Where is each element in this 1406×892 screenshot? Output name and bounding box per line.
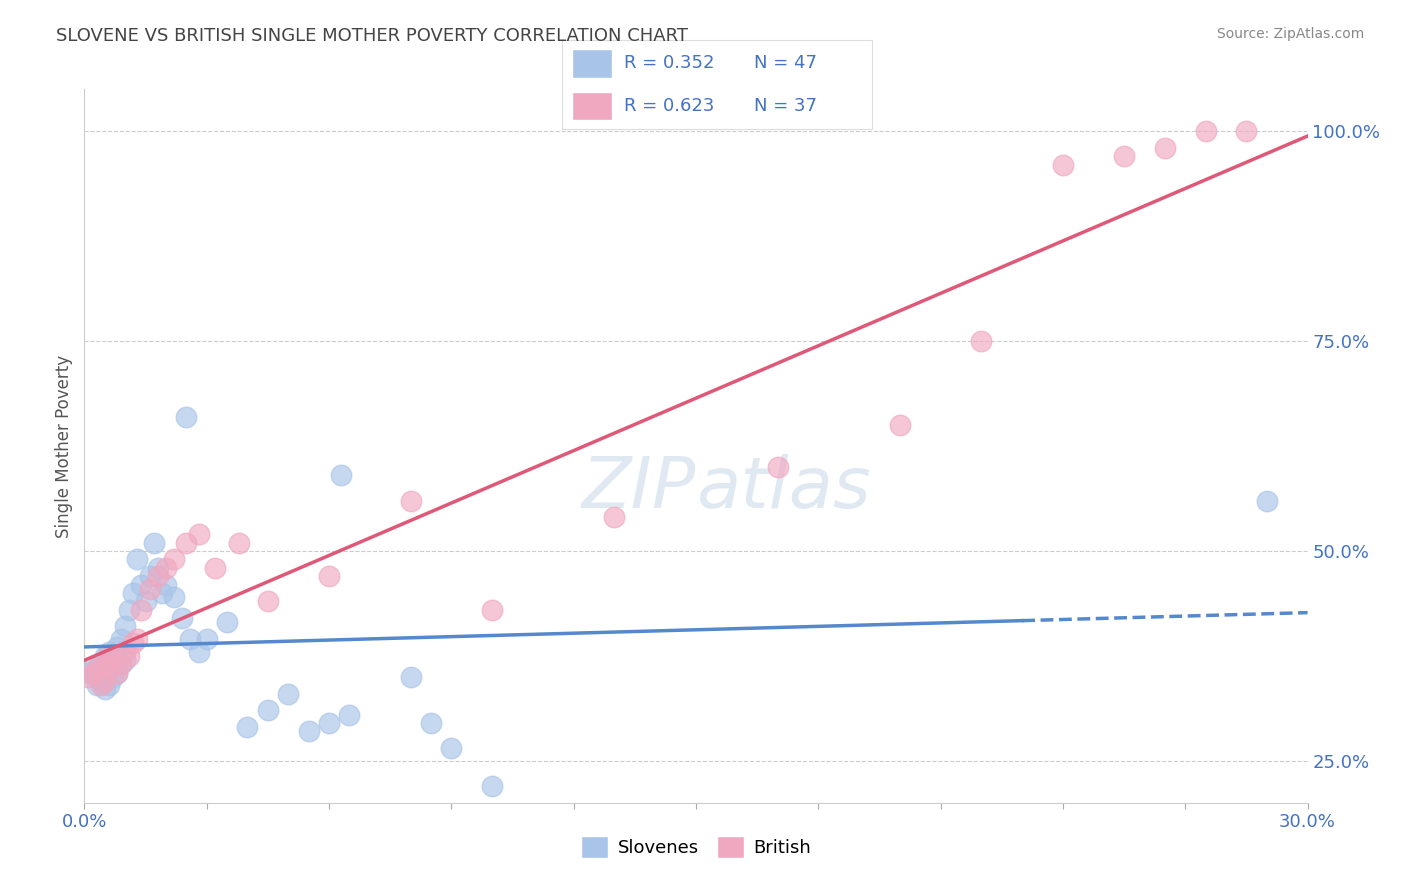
Point bbox=[1052, 158, 1074, 172]
Point bbox=[187, 527, 209, 541]
Point bbox=[82, 665, 104, 680]
Point bbox=[146, 560, 169, 574]
Point bbox=[155, 577, 177, 591]
Point bbox=[257, 594, 280, 608]
Point bbox=[114, 653, 136, 667]
Point bbox=[399, 670, 422, 684]
Text: N = 37: N = 37 bbox=[754, 97, 817, 115]
Point bbox=[97, 648, 120, 663]
Point bbox=[318, 569, 340, 583]
Text: R = 0.352: R = 0.352 bbox=[624, 54, 714, 72]
Text: SLOVENE VS BRITISH SINGLE MOTHER POVERTY CORRELATION CHART: SLOVENE VS BRITISH SINGLE MOTHER POVERTY… bbox=[56, 27, 689, 45]
Point bbox=[101, 653, 124, 667]
Point bbox=[138, 582, 160, 596]
Point bbox=[105, 665, 128, 680]
Point bbox=[97, 661, 120, 675]
Point bbox=[127, 552, 149, 566]
Point bbox=[603, 510, 626, 524]
Point bbox=[114, 645, 136, 659]
Point bbox=[1154, 141, 1177, 155]
Point bbox=[481, 603, 503, 617]
Point bbox=[204, 560, 226, 574]
Point bbox=[889, 417, 911, 432]
Point bbox=[82, 661, 104, 675]
Point bbox=[142, 535, 165, 549]
Point bbox=[1114, 149, 1136, 163]
Point bbox=[131, 603, 153, 617]
Point bbox=[105, 640, 128, 655]
Point bbox=[172, 611, 194, 625]
Point bbox=[101, 670, 124, 684]
Point bbox=[138, 569, 160, 583]
Point bbox=[110, 657, 132, 672]
Point bbox=[217, 615, 239, 630]
Text: Source: ZipAtlas.com: Source: ZipAtlas.com bbox=[1216, 27, 1364, 41]
Point bbox=[766, 460, 789, 475]
Point bbox=[318, 716, 340, 731]
Point bbox=[257, 703, 280, 717]
Point bbox=[277, 687, 299, 701]
Point bbox=[90, 674, 112, 689]
Point bbox=[1256, 493, 1278, 508]
Point bbox=[90, 657, 112, 672]
Point bbox=[93, 674, 115, 689]
Point bbox=[97, 645, 120, 659]
Point bbox=[105, 665, 128, 680]
Point bbox=[187, 645, 209, 659]
Point bbox=[163, 552, 186, 566]
Point bbox=[174, 409, 197, 424]
Point bbox=[101, 648, 124, 663]
Point bbox=[298, 724, 321, 739]
Point bbox=[155, 560, 177, 574]
Text: N = 47: N = 47 bbox=[754, 54, 817, 72]
Point bbox=[131, 577, 153, 591]
Text: atlas: atlas bbox=[696, 454, 870, 524]
Point bbox=[93, 657, 115, 672]
Text: ZIP: ZIP bbox=[582, 454, 696, 524]
Point bbox=[481, 779, 503, 793]
Point bbox=[86, 670, 108, 684]
Y-axis label: Single Mother Poverty: Single Mother Poverty bbox=[55, 354, 73, 538]
Point bbox=[118, 603, 141, 617]
Point bbox=[122, 586, 145, 600]
Legend: Slovenes, British: Slovenes, British bbox=[574, 829, 818, 865]
Point bbox=[150, 586, 173, 600]
Point bbox=[122, 636, 145, 650]
Point bbox=[97, 661, 120, 675]
Point bbox=[330, 468, 353, 483]
Point bbox=[339, 707, 361, 722]
Point bbox=[110, 632, 132, 646]
Point bbox=[399, 493, 422, 508]
Point bbox=[440, 741, 463, 756]
FancyBboxPatch shape bbox=[572, 92, 612, 120]
Point bbox=[163, 590, 186, 604]
Point bbox=[420, 716, 443, 731]
Point bbox=[93, 648, 115, 663]
Point bbox=[86, 678, 108, 692]
Point bbox=[1236, 124, 1258, 138]
Point bbox=[146, 569, 169, 583]
Point bbox=[86, 661, 108, 675]
Point bbox=[93, 682, 115, 697]
Point bbox=[179, 632, 201, 646]
Point bbox=[77, 665, 100, 680]
Point bbox=[90, 678, 112, 692]
Point bbox=[127, 632, 149, 646]
Point bbox=[970, 334, 993, 348]
Point bbox=[97, 678, 120, 692]
Point bbox=[114, 619, 136, 633]
FancyBboxPatch shape bbox=[572, 49, 612, 78]
Point bbox=[93, 674, 115, 689]
Point bbox=[228, 535, 250, 549]
Point bbox=[236, 720, 259, 734]
Text: R = 0.623: R = 0.623 bbox=[624, 97, 714, 115]
Point bbox=[135, 594, 157, 608]
Point bbox=[110, 657, 132, 672]
Point bbox=[1195, 124, 1218, 138]
Point bbox=[118, 648, 141, 663]
Point bbox=[195, 632, 218, 646]
Point bbox=[174, 535, 197, 549]
Point bbox=[77, 670, 100, 684]
